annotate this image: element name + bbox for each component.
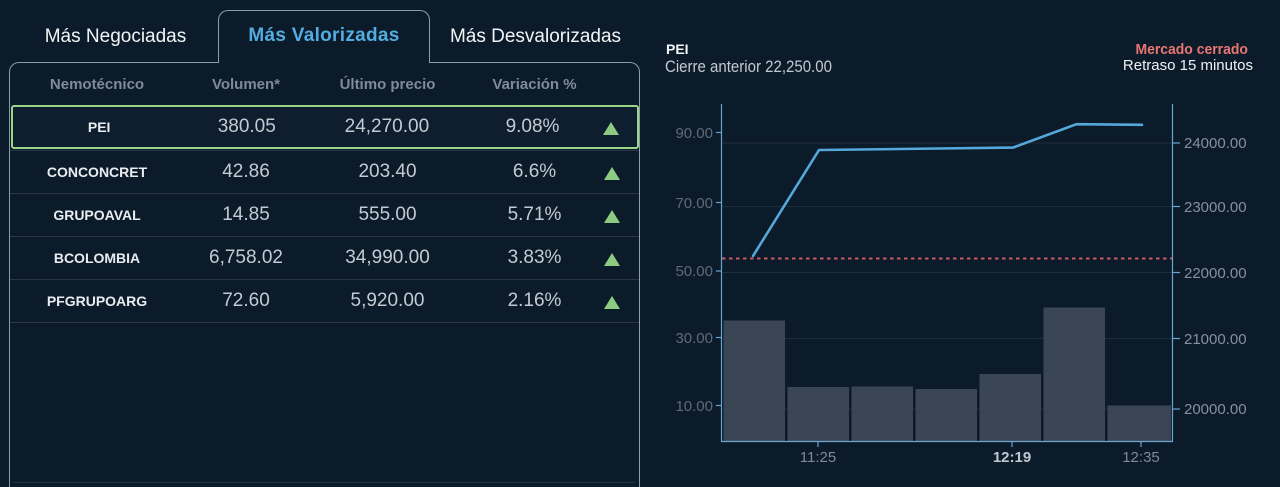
svg-text:11:25: 11:25 — [800, 449, 836, 466]
svg-text:50.00: 50.00 — [675, 263, 713, 280]
svg-text:24000.00: 24000.00 — [1184, 135, 1247, 152]
svg-text:20000.00: 20000.00 — [1184, 401, 1247, 418]
svg-text:12:19: 12:19 — [993, 449, 1031, 466]
svg-text:30.00: 30.00 — [675, 330, 713, 347]
svg-text:23000.00: 23000.00 — [1184, 199, 1247, 216]
svg-text:90.00: 90.00 — [675, 125, 713, 142]
svg-text:10.00: 10.00 — [675, 398, 713, 415]
svg-text:22000.00: 22000.00 — [1184, 265, 1247, 282]
svg-text:21000.00: 21000.00 — [1184, 331, 1247, 348]
svg-text:70.00: 70.00 — [675, 195, 713, 212]
svg-text:12:35: 12:35 — [1122, 449, 1160, 466]
